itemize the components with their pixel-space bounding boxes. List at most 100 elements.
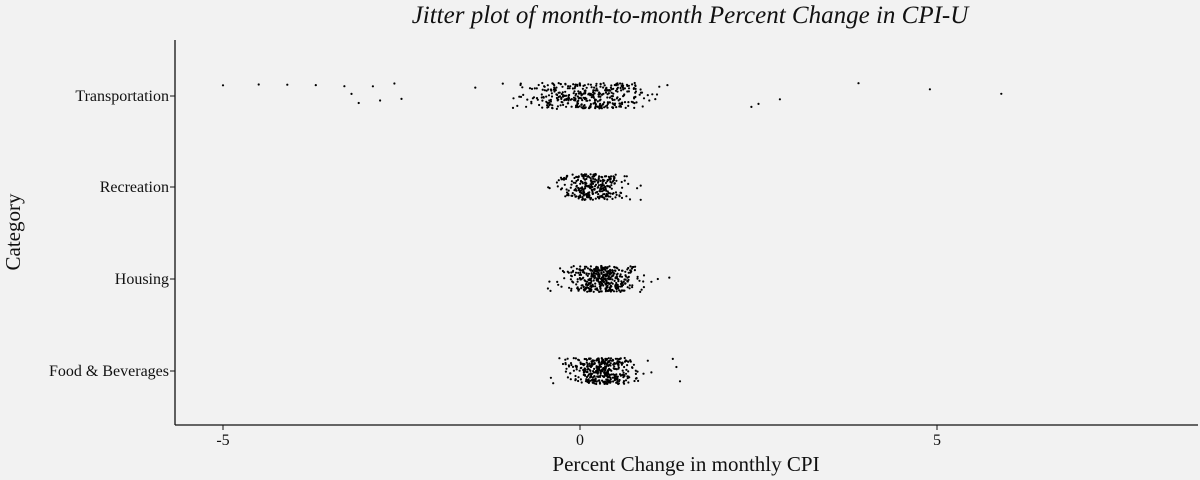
data-point [599,82,602,85]
data-point [586,274,589,277]
data-point [581,107,585,110]
data-point [623,93,626,96]
data-point [615,82,618,85]
data-point [541,81,544,85]
data-point [597,177,600,180]
data-point [626,280,629,283]
data-point [591,198,595,201]
data-point [578,288,581,291]
data-point [516,104,519,107]
data-point [574,94,577,97]
data-point [668,276,671,279]
data-point [642,372,645,375]
data-point [621,282,624,285]
data-point [613,272,616,275]
data-point [590,183,593,186]
data-point [592,177,595,180]
data-point [569,372,572,375]
data-point [608,287,612,290]
data-point [606,273,609,277]
data-point [583,265,587,268]
data-point [564,90,567,93]
data-point [590,360,593,363]
data-point [615,381,618,384]
data-point [592,271,596,274]
data-point [617,358,620,361]
data-point [576,102,579,105]
data-point [607,175,611,178]
data-point [656,277,659,281]
data-point [620,269,624,272]
data-point [573,193,576,196]
data-point [594,378,597,381]
data-point [625,195,628,198]
data-point [552,382,555,385]
data-point [621,289,624,292]
data-point [587,378,590,381]
data-point [580,381,583,384]
data-point [533,87,536,90]
data-point [585,370,589,374]
data-point [579,182,582,185]
data-point [586,99,589,102]
data-point [606,286,609,289]
data-point [512,97,515,100]
data-point [615,179,618,182]
data-point [628,198,632,201]
data-point [525,105,528,108]
data-point [570,287,573,290]
data-point [675,365,678,369]
data-point [588,191,591,194]
data-point [606,198,609,201]
data-point [615,375,618,378]
data-point [619,104,622,107]
data-point [623,175,626,178]
data-point [371,85,374,88]
data-point [577,197,580,200]
data-point [583,271,586,274]
data-point [638,279,641,282]
data-point [556,280,559,283]
data-point [572,265,575,268]
data-point [604,368,607,371]
data-point [583,367,586,370]
data-point [599,374,602,377]
data-point [565,188,568,191]
data-point [571,192,574,195]
data-point [610,175,613,178]
data-point [611,192,614,195]
data-point [566,270,569,273]
data-point [570,275,574,278]
data-point [559,104,562,107]
data-point [569,362,573,365]
data-point [609,364,612,367]
data-point [592,275,595,278]
data-point [564,370,568,373]
data-point [598,382,602,385]
y-tick-label: Recreation [100,179,169,196]
data-point [627,381,630,384]
data-point [648,99,651,102]
data-point [580,284,583,287]
x-tick-label: -5 [216,432,229,449]
data-point [611,97,614,100]
data-point [574,364,577,367]
data-point [583,198,586,201]
data-point [658,85,661,88]
data-point [609,177,612,180]
data-point [564,195,567,198]
data-point [604,279,607,282]
data-point [540,96,543,99]
data-point [639,198,642,201]
data-point [634,87,637,90]
data-point [585,273,588,276]
data-point [597,379,600,382]
data-point [600,105,603,108]
data-point [593,175,596,178]
data-point [589,103,593,106]
data-point [570,98,573,101]
data-point [576,278,579,281]
data-point [592,182,595,185]
data-point [613,365,616,368]
data-point [599,179,602,182]
